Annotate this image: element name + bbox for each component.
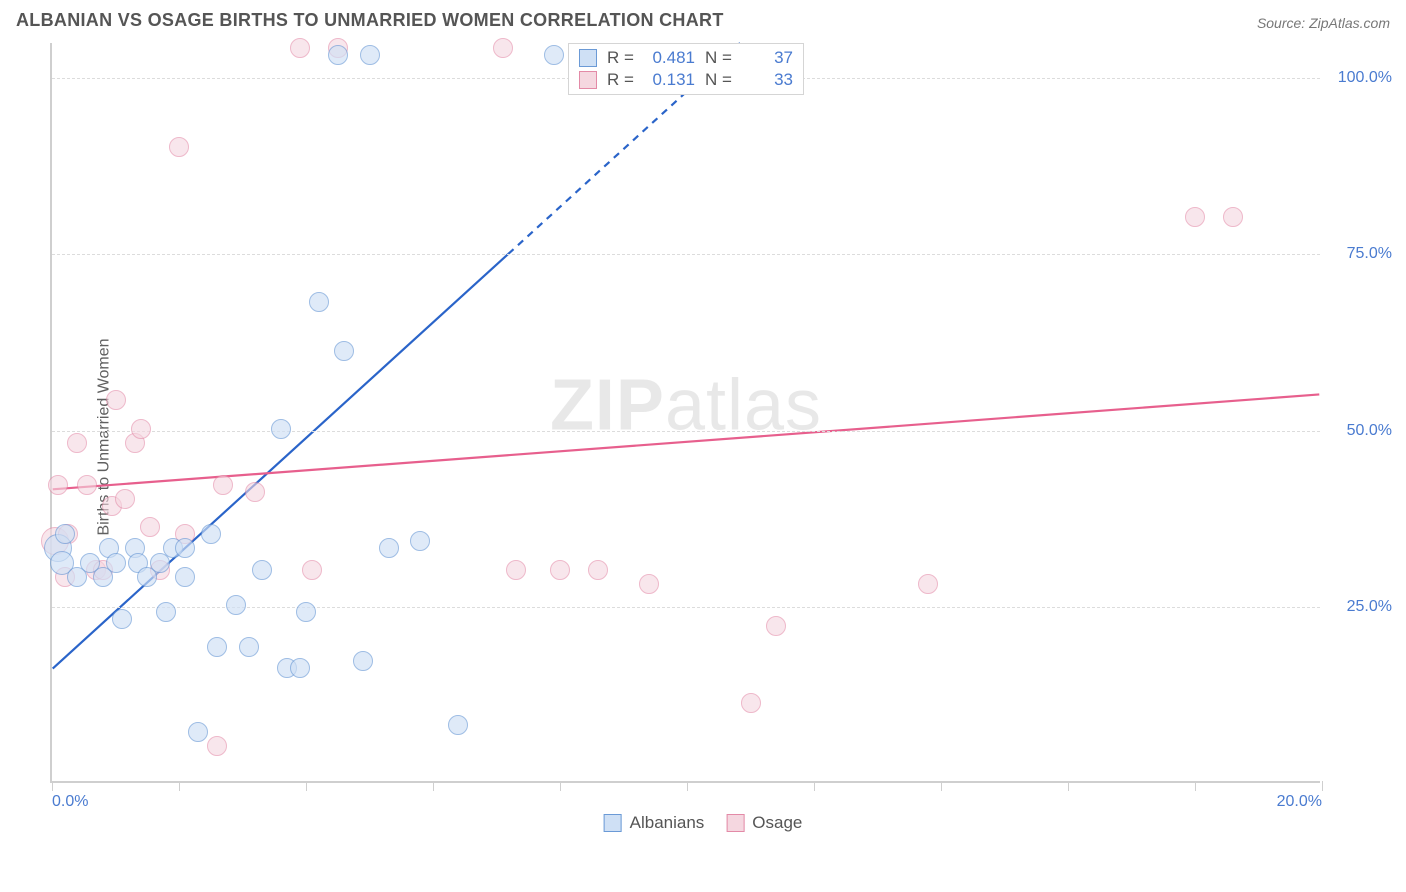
source-label: Source: ZipAtlas.com (1257, 15, 1390, 31)
osage-point (207, 736, 227, 756)
x-tick (1068, 781, 1069, 791)
osage-point (290, 38, 310, 58)
albanians-point (353, 651, 373, 671)
x-tick (433, 781, 434, 791)
legend-series: Albanians Osage (604, 813, 803, 833)
albanians-point (309, 292, 329, 312)
albanians-point (410, 531, 430, 551)
albanians-point (156, 602, 176, 622)
osage-point (48, 475, 68, 495)
legend-item-albanians: Albanians (604, 813, 705, 833)
albanians-point (112, 609, 132, 629)
legend-R-osage: 0.131 (645, 70, 695, 90)
albanians-point (271, 419, 291, 439)
swatch-albanians-icon (579, 49, 597, 67)
x-tick (941, 781, 942, 791)
y-tick-label: 100.0% (1332, 69, 1392, 87)
watermark: ZIPatlas (550, 364, 822, 446)
x-tick-label: 20.0% (1277, 793, 1322, 811)
albanians-point (55, 524, 75, 544)
legend-label-albanians: Albanians (630, 813, 705, 833)
albanians-point (328, 45, 348, 65)
chart-container: Births to Unmarried Women ZIPatlas R = 0… (0, 37, 1406, 837)
osage-point (213, 475, 233, 495)
osage-point (918, 574, 938, 594)
x-tick (52, 781, 53, 791)
albanians-point (175, 538, 195, 558)
x-tick (179, 781, 180, 791)
albanians-point (448, 715, 468, 735)
legend-N-albanians: 37 (743, 48, 793, 68)
albanians-point (239, 637, 259, 657)
osage-point (493, 38, 513, 58)
watermark-light: atlas (665, 365, 822, 445)
legend-label-osage: Osage (752, 813, 802, 833)
scatter-plot: ZIPatlas R = 0.481 N = 37 R = 0.131 N = … (50, 43, 1320, 783)
legend-N-label: N = (705, 48, 733, 68)
osage-point (77, 475, 97, 495)
osage-point (639, 574, 659, 594)
x-tick (306, 781, 307, 791)
legend-correlation: R = 0.481 N = 37 R = 0.131 N = 33 (568, 43, 804, 95)
gridline (52, 254, 1320, 255)
osage-point (302, 560, 322, 580)
albanians-point (106, 553, 126, 573)
osage-point (67, 433, 87, 453)
osage-point (115, 489, 135, 509)
legend-N-osage: 33 (743, 70, 793, 90)
albanians-point (188, 722, 208, 742)
legend-R-albanians: 0.481 (645, 48, 695, 68)
x-tick-label: 0.0% (52, 793, 88, 811)
albanians-point (360, 45, 380, 65)
chart-header: ALBANIAN VS OSAGE BIRTHS TO UNMARRIED WO… (0, 0, 1406, 37)
albanians-point (201, 524, 221, 544)
albanians-point (296, 602, 316, 622)
osage-point (131, 419, 151, 439)
trend-lines-svg (52, 43, 1320, 781)
osage-point (169, 137, 189, 157)
albanians-point (334, 341, 354, 361)
albanians-point (290, 658, 310, 678)
osage-point (588, 560, 608, 580)
swatch-albanians-icon (604, 814, 622, 832)
x-tick (1195, 781, 1196, 791)
chart-title: ALBANIAN VS OSAGE BIRTHS TO UNMARRIED WO… (16, 10, 724, 31)
osage-point (140, 517, 160, 537)
trend-line (53, 394, 1320, 489)
x-tick (814, 781, 815, 791)
albanians-point (252, 560, 272, 580)
albanians-point (379, 538, 399, 558)
legend-row-osage: R = 0.131 N = 33 (579, 70, 793, 90)
legend-row-albanians: R = 0.481 N = 37 (579, 48, 793, 68)
gridline (52, 431, 1320, 432)
albanians-point (207, 637, 227, 657)
albanians-point (544, 45, 564, 65)
albanians-point (175, 567, 195, 587)
osage-point (741, 693, 761, 713)
legend-R-label: R = (607, 48, 635, 68)
legend-item-osage: Osage (726, 813, 802, 833)
osage-point (106, 390, 126, 410)
legend-N-label: N = (705, 70, 733, 90)
osage-point (506, 560, 526, 580)
osage-point (766, 616, 786, 636)
osage-point (245, 482, 265, 502)
albanians-point (226, 595, 246, 615)
osage-point (1223, 207, 1243, 227)
y-tick-label: 50.0% (1332, 422, 1392, 440)
x-tick (560, 781, 561, 791)
x-tick (687, 781, 688, 791)
legend-R-label: R = (607, 70, 635, 90)
y-tick-label: 75.0% (1332, 245, 1392, 263)
osage-point (1185, 207, 1205, 227)
x-tick (1322, 781, 1323, 791)
swatch-osage-icon (579, 71, 597, 89)
swatch-osage-icon (726, 814, 744, 832)
osage-point (550, 560, 570, 580)
y-tick-label: 25.0% (1332, 598, 1392, 616)
watermark-bold: ZIP (550, 365, 665, 445)
